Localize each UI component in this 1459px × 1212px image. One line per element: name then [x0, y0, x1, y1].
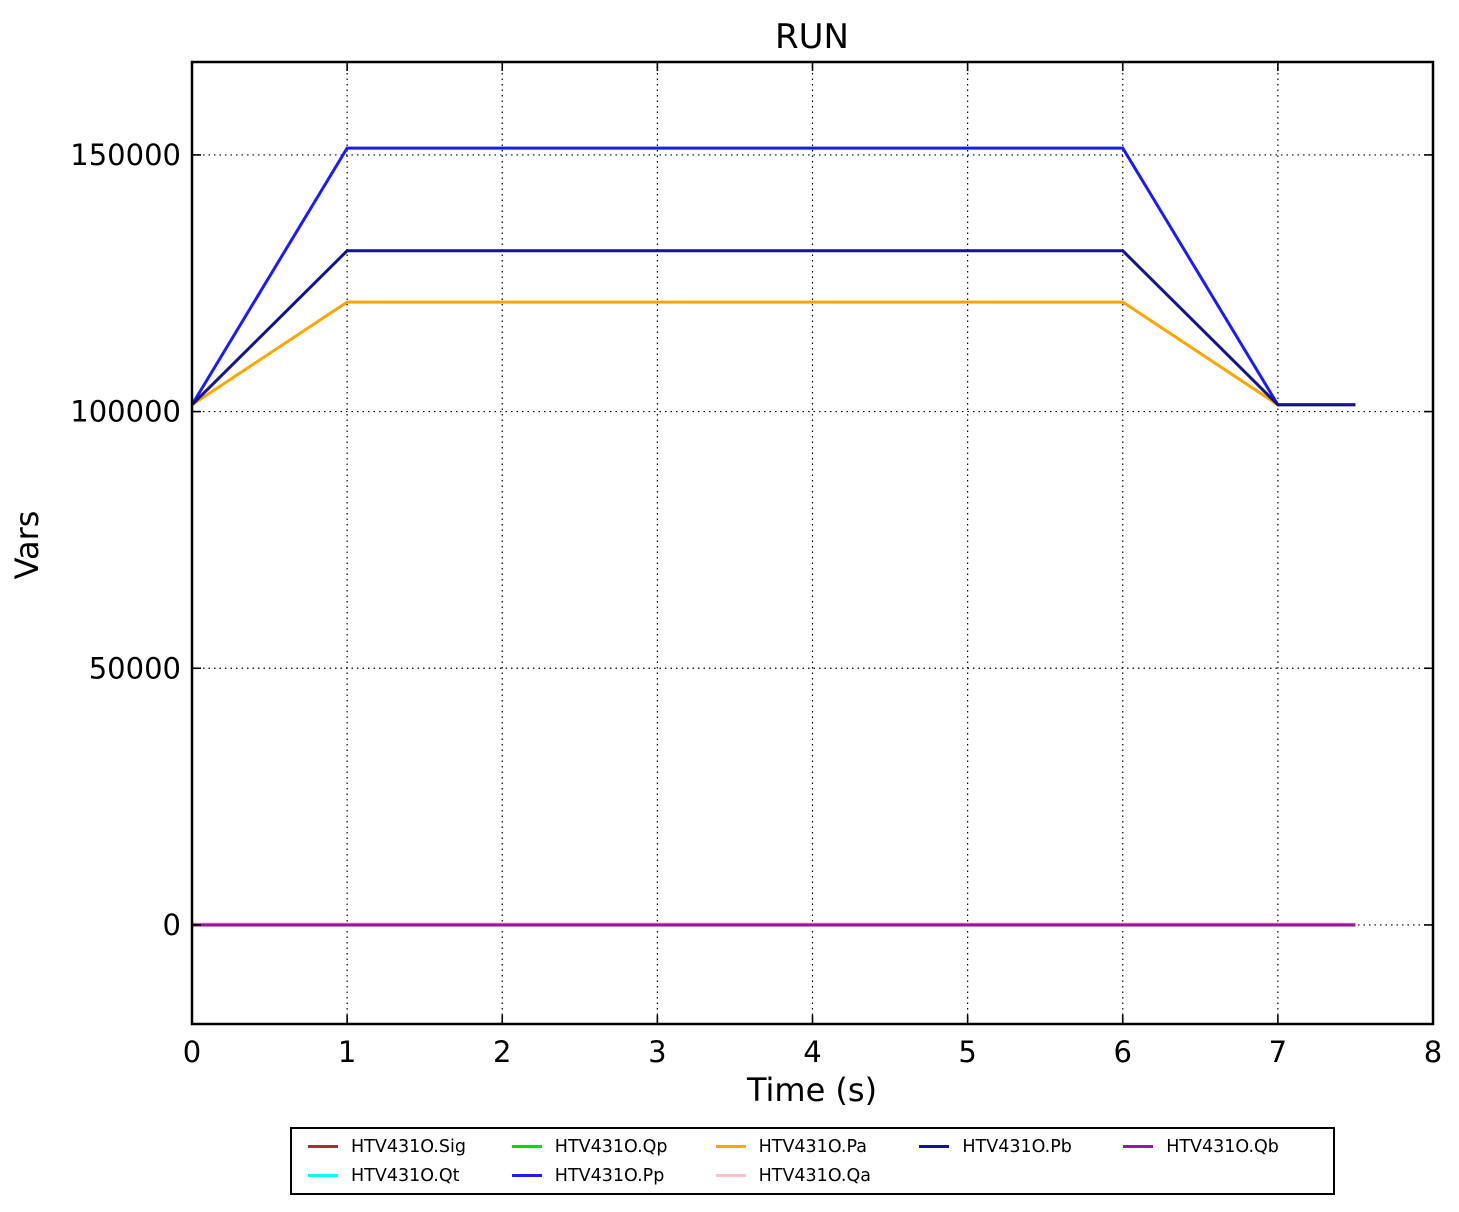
x-tick-label: 1 — [338, 1035, 356, 1069]
legend-label: HTV431O.Qb — [1166, 1136, 1279, 1157]
x-tick-label: 2 — [493, 1035, 511, 1069]
x-tick-label: 3 — [648, 1035, 666, 1069]
legend-item: HTV431O.Pp — [511, 1161, 716, 1190]
x-tick-label: 0 — [183, 1035, 201, 1069]
axis-layer — [190, 60, 1435, 1026]
legend-label: HTV431O.Sig — [351, 1136, 466, 1157]
legend-swatch — [919, 1144, 950, 1149]
legend-label: HTV431O.Pa — [758, 1136, 867, 1157]
legend: HTV431O.Sig HTV431O.Qt HTV431O.Qp HTV431O.P… — [290, 1127, 1335, 1195]
series-layer — [190, 146, 1356, 928]
legend-swatch — [1123, 1144, 1154, 1149]
chart-title: RUN — [775, 17, 849, 57]
legend-label: HTV431O.Qa — [758, 1165, 871, 1186]
legend-label: HTV431O.Qt — [351, 1165, 460, 1186]
legend-swatch — [715, 1144, 746, 1149]
series-line-htv431o-pb — [190, 249, 1356, 407]
x-tick-label: 4 — [803, 1035, 821, 1069]
legend-swatch — [715, 1173, 746, 1178]
y-tick-label: 0 — [163, 908, 181, 942]
tick-label-layer: 0 1 2 3 4 5 6 7 8 0 50000 100000 150000 — [70, 138, 1442, 1069]
x-tick-label: 8 — [1424, 1035, 1442, 1069]
legend-item: HTV431O.Qb — [1123, 1132, 1327, 1161]
legend-swatch — [308, 1173, 338, 1178]
y-tick-label: 100000 — [70, 395, 181, 429]
x-tick-label: 7 — [1269, 1035, 1287, 1069]
legend-item: HTV431O.Sig — [308, 1132, 512, 1161]
series-line-htv431o-pa — [191, 300, 1356, 407]
x-tick-label: 5 — [958, 1035, 976, 1069]
legend-swatch — [511, 1144, 542, 1149]
y-tick-label: 150000 — [70, 138, 181, 172]
y-tick-label: 50000 — [89, 651, 181, 685]
y-axis-label: Vars — [8, 511, 46, 580]
legend-item: HTV431O.Qp — [511, 1132, 716, 1161]
legend-label: HTV431O.Pb — [962, 1136, 1072, 1157]
x-axis-label: Time (s) — [746, 1071, 877, 1109]
series-line-htv431o-pp — [190, 146, 1356, 407]
legend-item: HTV431O.Pa — [715, 1132, 920, 1161]
legend-swatch — [308, 1144, 338, 1149]
legend-item: HTV431O.Qt — [308, 1161, 512, 1190]
x-tick-label: 6 — [1114, 1035, 1132, 1069]
legend-filler — [919, 1161, 1123, 1190]
legend-label: HTV431O.Pp — [554, 1165, 665, 1186]
legend-filler — [1123, 1161, 1327, 1190]
legend-item: HTV431O.Pb — [919, 1132, 1123, 1161]
grid-layer — [191, 62, 1434, 1024]
legend-label: HTV431O.Qp — [554, 1136, 668, 1157]
legend-item: HTV431O.Qa — [715, 1161, 920, 1190]
legend-swatch — [511, 1173, 542, 1178]
